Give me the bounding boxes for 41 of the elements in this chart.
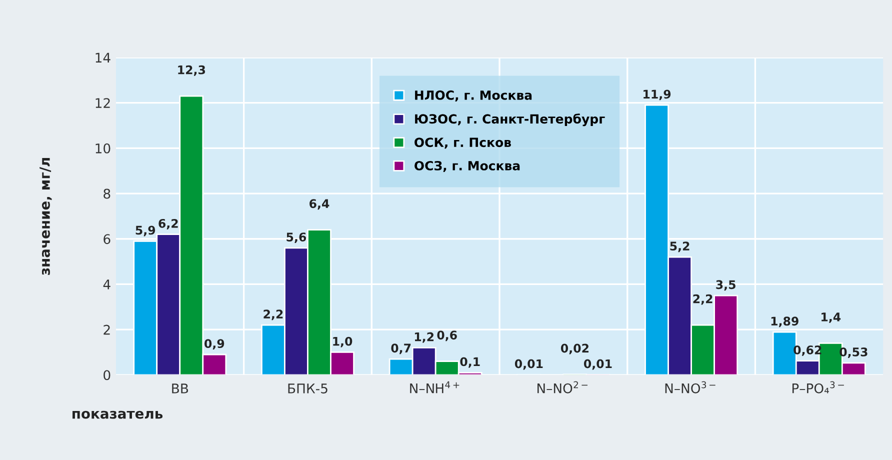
y-tick-label: 12 (96, 98, 110, 108)
y-tick-label: 4 (103, 280, 110, 290)
data-label: 6,4 (310, 199, 330, 210)
data-label: 2,2 (264, 310, 283, 320)
data-label: 0,01 (584, 359, 612, 370)
data-label: 1,89 (771, 316, 798, 328)
x-axis-title: показатель (72, 410, 163, 419)
data-label: 6,2 (158, 218, 178, 230)
y-tick-label: 6 (104, 234, 110, 244)
legend-label: ОСЗ, г. Москва (414, 160, 520, 172)
x-tick-label: N–NH$^{4+}$ (410, 381, 460, 394)
y-tick-label: 14 (96, 52, 110, 63)
data-label: 0,1 (460, 357, 480, 368)
x-tick-label: N–NO$^{2−}$ (537, 381, 588, 394)
legend-label: НЛОС, г. Москва (415, 90, 532, 102)
data-label: 12,3 (178, 65, 206, 76)
data-label: 0,01 (514, 359, 543, 370)
data-label: 1,4 (822, 312, 841, 323)
y-tick-label: 2 (104, 324, 110, 335)
data-label: 0,02 (560, 344, 588, 354)
x-tick-label: P–PO₄$^{3−}$ (792, 381, 844, 394)
y-tick-label: 8 (104, 188, 110, 199)
data-label: 5,9 (136, 226, 156, 236)
data-label: 1,2 (414, 332, 434, 343)
y-axis-title: значение, мг/л (40, 158, 52, 275)
legend-label: ЮЗОС, г. Санкт-Петербург (415, 114, 605, 126)
x-tick-label: N–NO$^{3−}$ (665, 381, 716, 394)
y-tick-label: 10 (96, 143, 110, 154)
data-label: 0,9 (204, 339, 224, 350)
x-tick-label: ВВ (172, 384, 188, 394)
data-label: 0,6 (437, 330, 457, 342)
data-label: 2,2 (693, 294, 712, 305)
data-label: 1,0 (333, 336, 352, 348)
data-label: 5,6 (286, 232, 306, 243)
data-label: 5,2 (670, 242, 690, 252)
y-tick-label: 0 (104, 370, 110, 380)
data-label: 0,7 (391, 344, 411, 354)
legend-label: ОСК, г. Псков (414, 138, 511, 149)
data-label: 11,9 (644, 90, 671, 100)
data-label: 3,5 (716, 280, 736, 291)
x-tick-label: БПК-5 (288, 384, 328, 394)
